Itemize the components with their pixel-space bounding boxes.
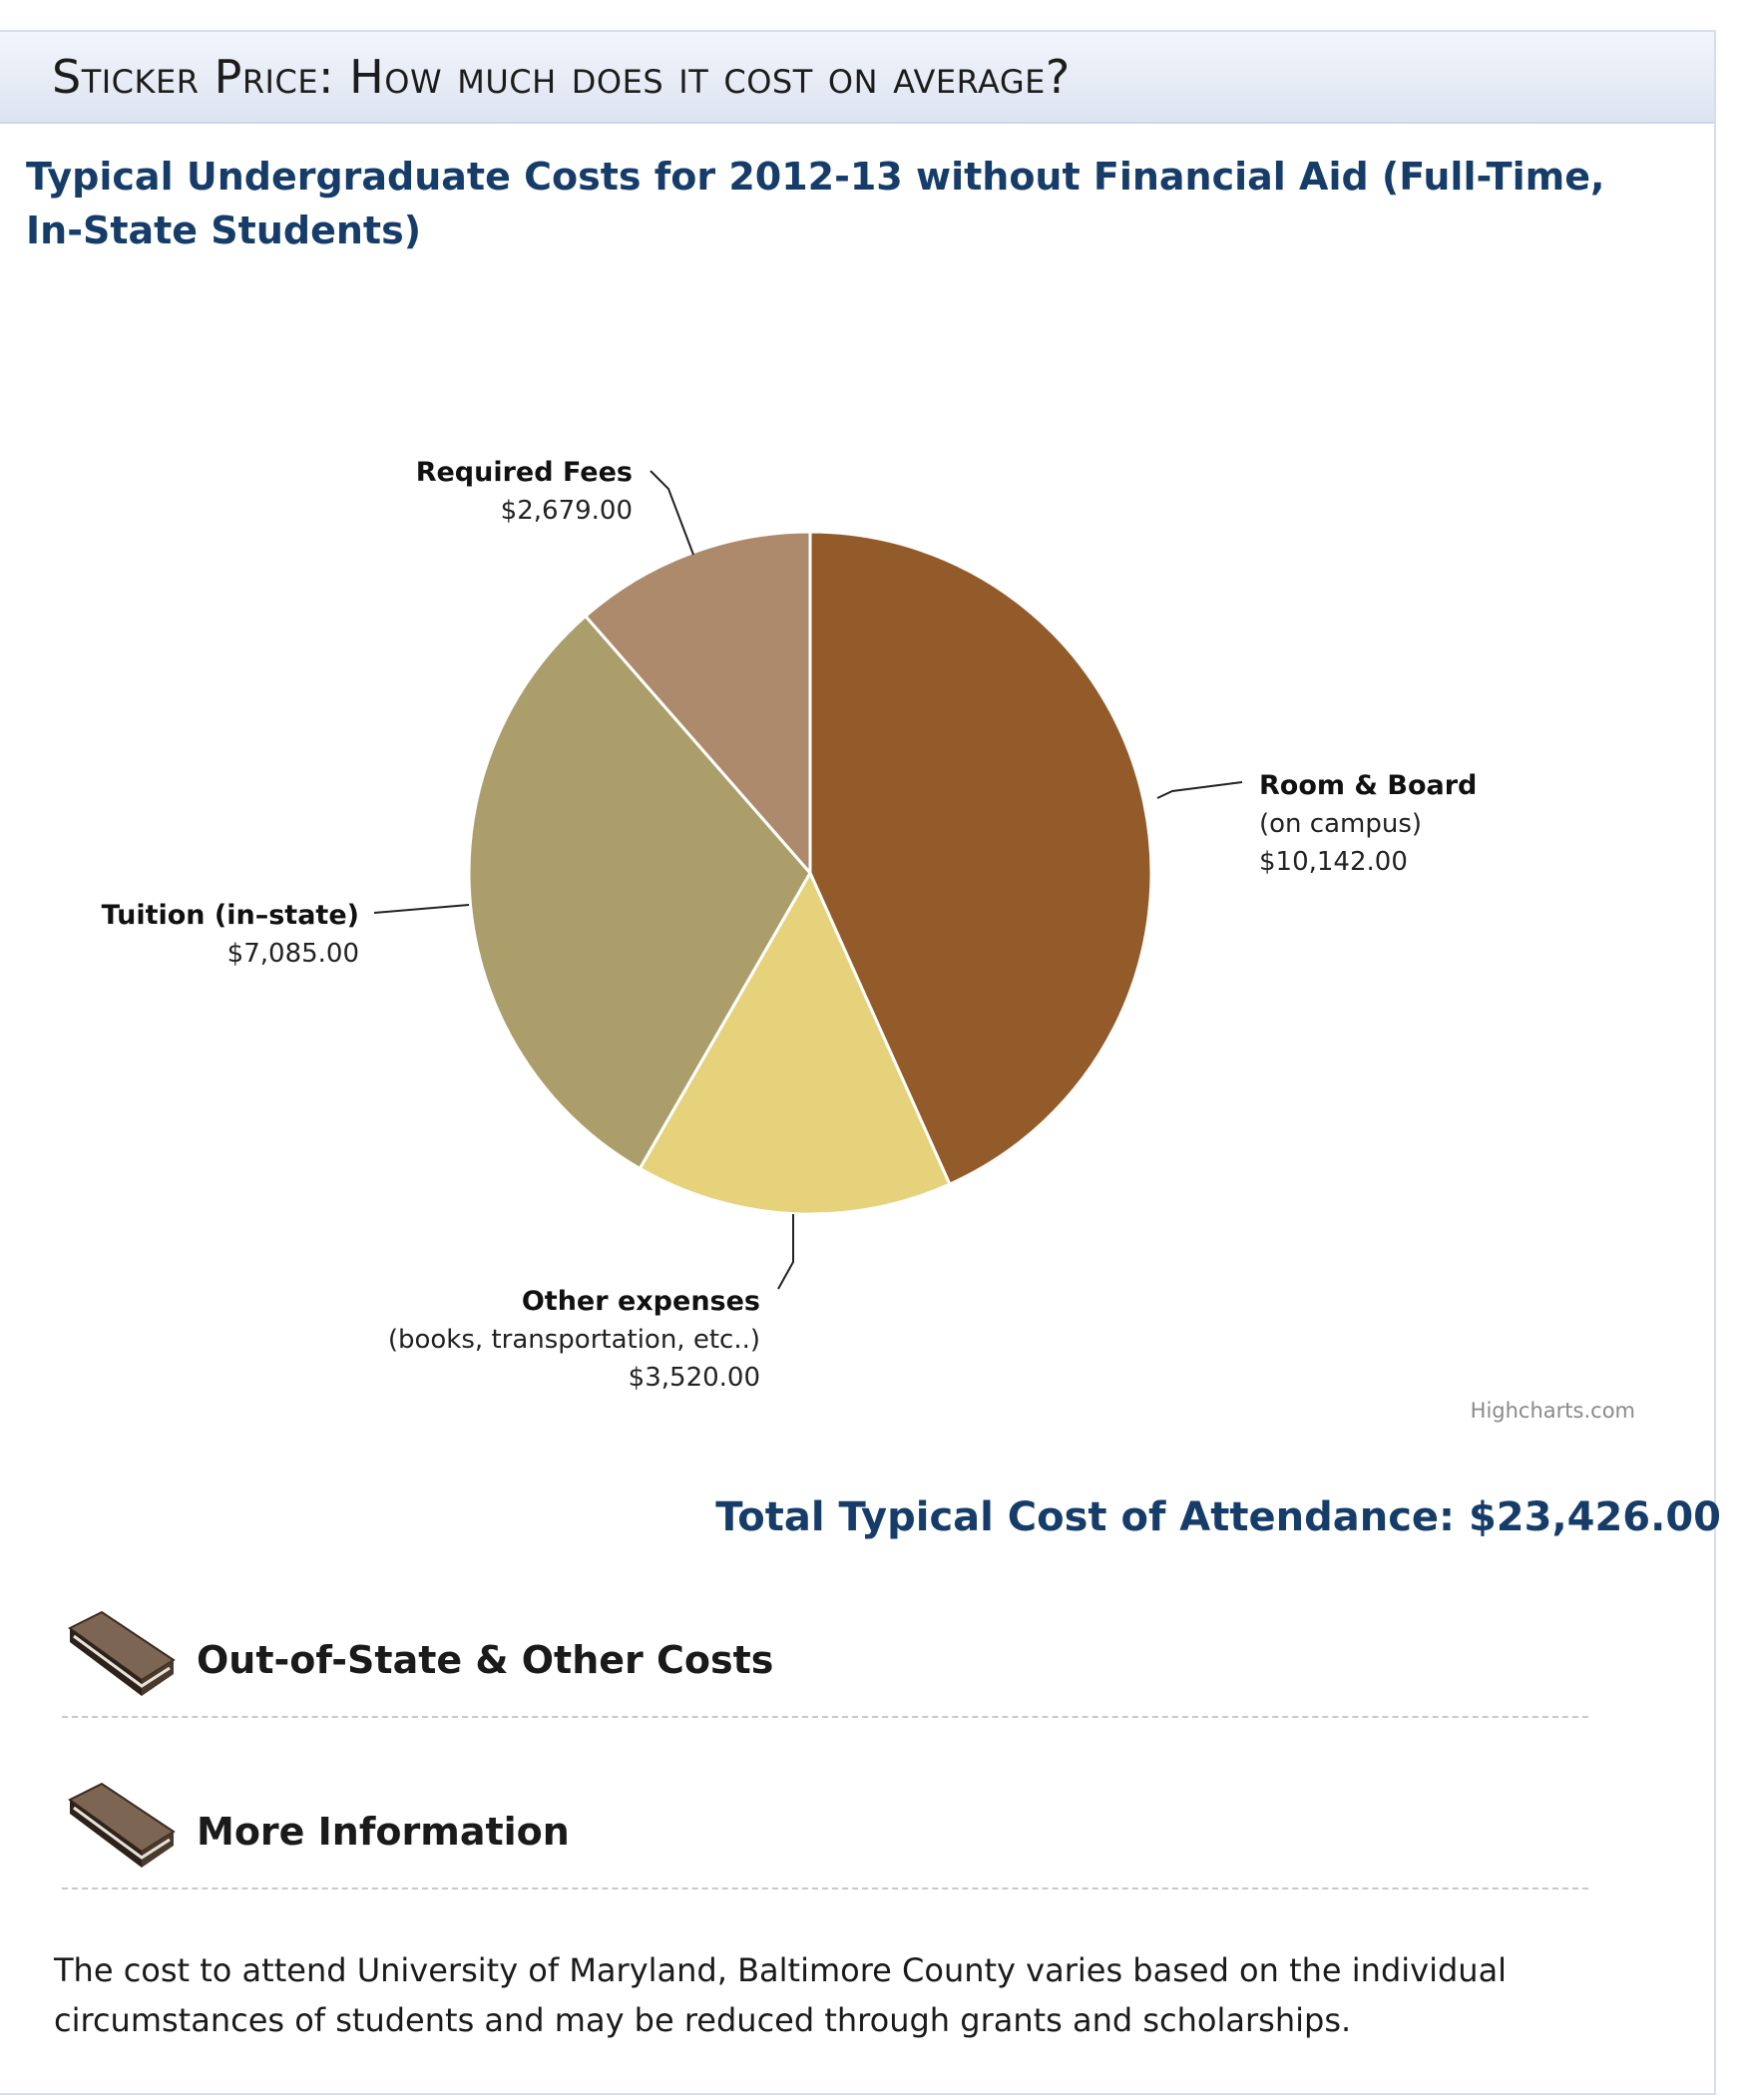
pie-slice-tuition-in-state[interactable] — [467, 615, 812, 1170]
data-label-name: Room & Board — [1259, 770, 1477, 801]
total-cost: Total Typical Cost of Attendance: $23,42… — [715, 1494, 1721, 1540]
more-information-label: More Information — [197, 1810, 570, 1854]
highcharts-credit[interactable]: Highcharts.com — [1470, 1399, 1635, 1423]
pie-slices — [467, 530, 1153, 1216]
data-label-sub: (on campus) — [1259, 809, 1422, 839]
pie-slice-required-fees[interactable] — [584, 530, 812, 875]
pie-labels: Room & Board (on campus) $10,142.00 Other e… — [102, 457, 1478, 1393]
data-label-name: Other expenses — [522, 1286, 760, 1317]
label-connector — [1156, 781, 1243, 799]
data-label-name: Tuition (in–state) — [102, 900, 359, 931]
label-connector — [650, 470, 694, 556]
data-label-value: $3,520.00 — [629, 1363, 760, 1393]
section-header: Sticker Price: How much does it cost on … — [0, 32, 1714, 124]
data-label-value: $7,085.00 — [227, 939, 359, 969]
book-icon — [68, 1782, 176, 1868]
pie-slice-other-expenses[interactable] — [638, 871, 952, 1216]
cost-description: The cost to attend University of Marylan… — [54, 1951, 1508, 2039]
data-label-sub: (books, transportation, etc..) — [388, 1325, 760, 1355]
out-of-state-costs-link[interactable]: Out-of-State & Other Costs — [62, 1606, 1588, 1718]
section-title: Sticker Price: How much does it cost on … — [52, 50, 1071, 104]
data-label-name: Required Fees — [416, 457, 633, 488]
book-icon — [68, 1610, 176, 1696]
more-information-link[interactable]: More Information — [62, 1778, 1588, 1890]
data-label-value: $2,679.00 — [501, 496, 633, 526]
label-connector — [777, 1214, 794, 1290]
pie-slice-room-board[interactable] — [808, 530, 1153, 1186]
data-label-value: $10,142.00 — [1259, 847, 1408, 877]
chart-title: Typical Undergraduate Costs for 2012-13 … — [26, 155, 1605, 252]
out-of-state-costs-label: Out-of-State & Other Costs — [197, 1638, 774, 1682]
label-connector — [373, 904, 470, 914]
